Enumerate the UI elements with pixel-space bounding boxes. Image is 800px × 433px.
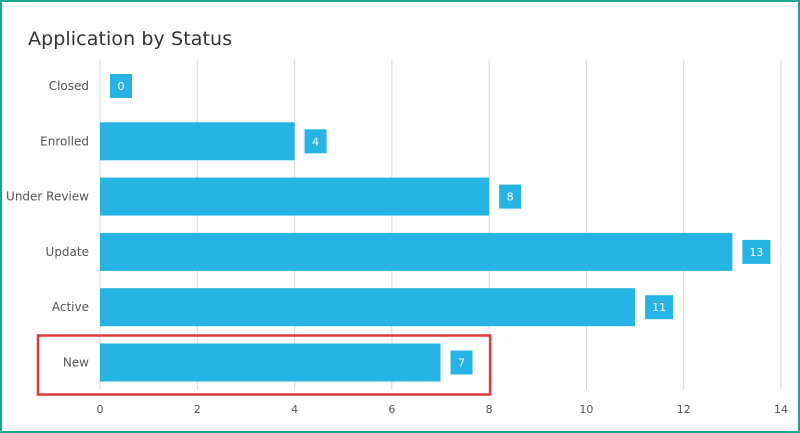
category-label: Active: [52, 300, 89, 314]
value-label-box: [645, 295, 674, 320]
value-label-box: [450, 350, 473, 375]
value-label-box: [499, 184, 522, 209]
value-label-box: [110, 74, 132, 98]
category-label: Closed: [49, 79, 89, 93]
x-axis-ticks: 0 2 4 6 8 10 12 14: [97, 403, 789, 416]
category-label: New: [63, 356, 89, 370]
x-tick-label: 8: [486, 403, 493, 416]
highlight-layer: [36, 334, 492, 396]
category-labels: Closed Enrolled Under Review Update Active Ne…: [6, 79, 89, 370]
bars: 0 4 8 13 11 7: [100, 74, 771, 382]
value-label: 11: [652, 301, 666, 314]
value-label-box: [304, 129, 327, 154]
gridlines: [99, 60, 782, 390]
x-tick-label: 2: [194, 403, 201, 416]
x-tick-label: 12: [677, 403, 691, 416]
chart-title: Application by Status: [28, 28, 233, 50]
value-label-box: [742, 239, 771, 264]
highlight-box: [36, 334, 492, 396]
x-tick-label: 6: [388, 403, 395, 416]
value-label: 0: [118, 80, 125, 93]
x-tick-label: 14: [774, 403, 788, 416]
x-tick-label: 0: [97, 403, 104, 416]
category-label: Update: [46, 245, 89, 259]
value-label: 4: [312, 135, 319, 148]
category-label: Enrolled: [40, 134, 89, 148]
x-tick-label: 4: [291, 403, 298, 416]
bar: [100, 343, 441, 382]
bar: [100, 122, 295, 161]
value-label: 8: [507, 191, 514, 204]
x-tick-label: 10: [579, 403, 593, 416]
value-label: 7: [458, 357, 465, 370]
bar: [100, 232, 733, 271]
bar: [100, 288, 636, 327]
value-label: 13: [749, 246, 763, 259]
bar: [100, 177, 490, 216]
category-label: Under Review: [6, 190, 89, 204]
